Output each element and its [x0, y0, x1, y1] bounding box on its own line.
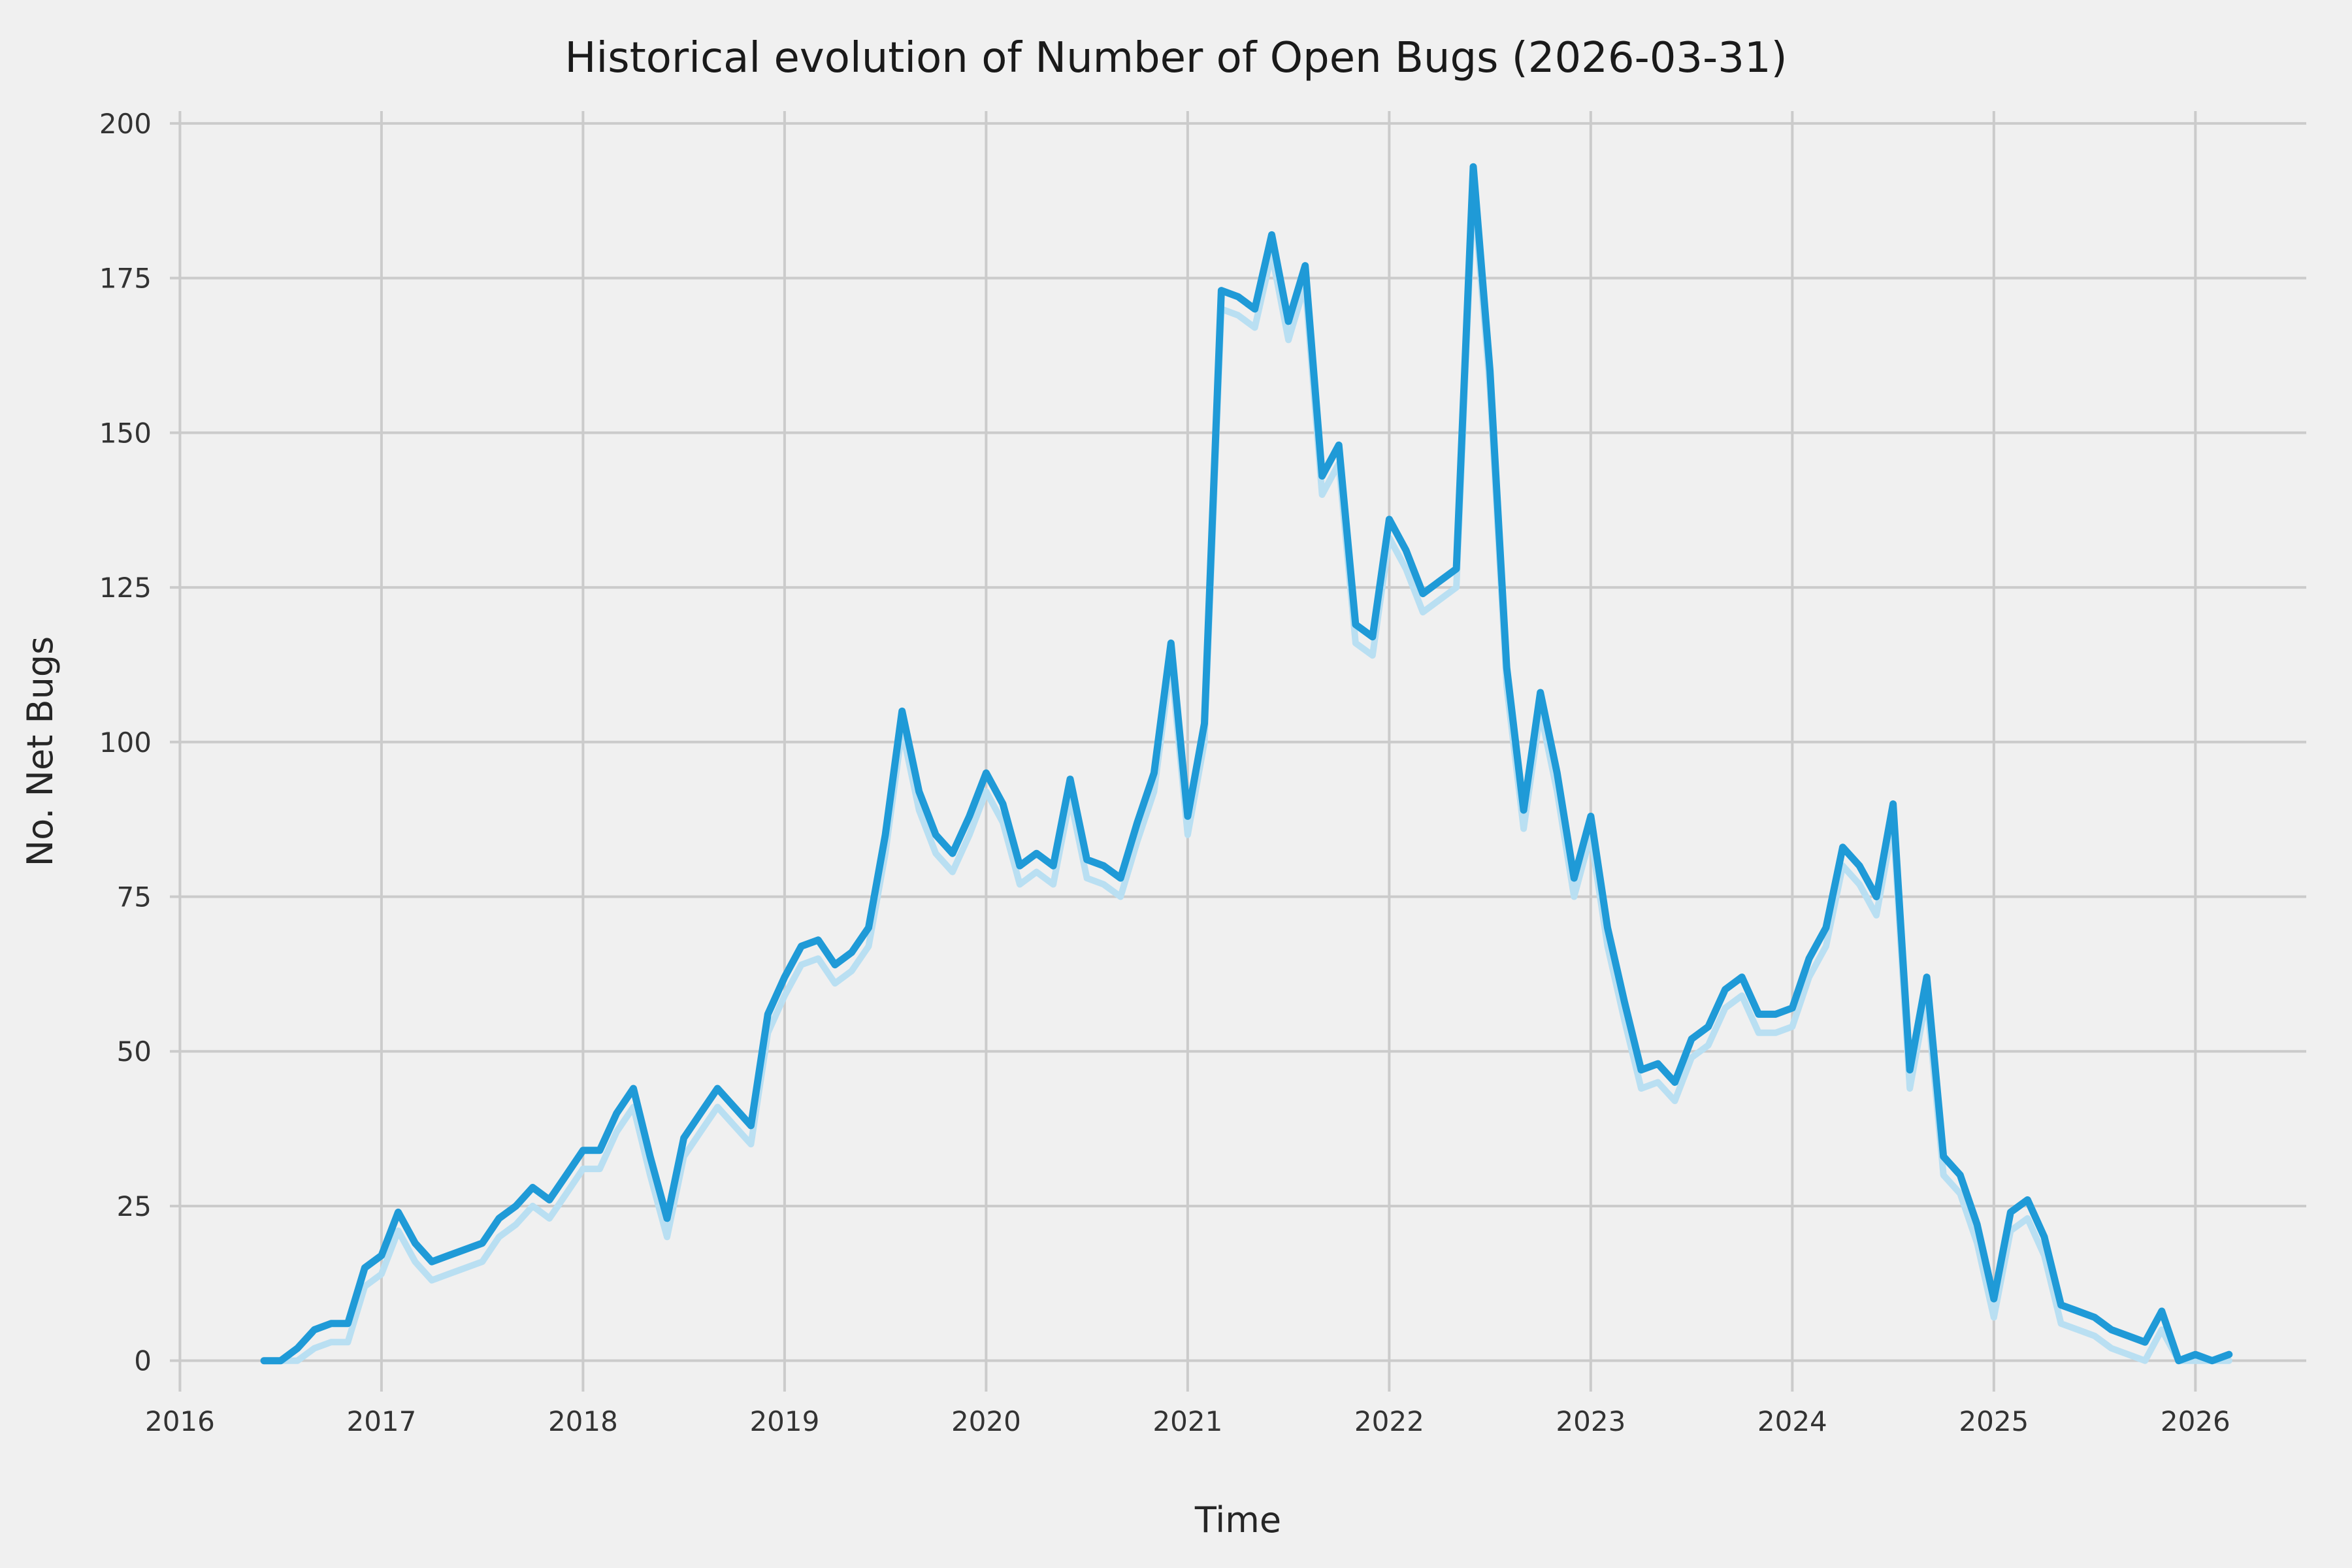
x-tick-label: 2024 [1757, 1405, 1827, 1437]
x-tick-label: 2026 [2161, 1405, 2230, 1437]
line-layer [260, 163, 2233, 1365]
x-tick-label: 2025 [1959, 1405, 2029, 1437]
y-tick-label: 125 [99, 572, 152, 604]
chart-title: Historical evolution of Number of Open B… [564, 34, 1787, 82]
x-tick-label: 2021 [1152, 1405, 1222, 1437]
y-axis-label: No. Net Bugs [20, 636, 61, 866]
y-tick-label: 100 [99, 727, 152, 759]
y-tick-label: 25 [117, 1190, 152, 1222]
x-tick-label: 2018 [548, 1405, 618, 1437]
y-tick-label: 50 [117, 1036, 152, 1068]
series-line-open_bugs [260, 163, 2233, 1365]
y-tick-label: 0 [134, 1345, 152, 1377]
x-tick-label: 2020 [951, 1405, 1021, 1437]
y-tick-label: 175 [99, 263, 152, 295]
x-tick-label: 2019 [749, 1405, 819, 1437]
x-tick-label: 2022 [1354, 1405, 1424, 1437]
tick-layer: 2016 2017 2018 2019 2020 2021 2022 2023 2024 2025… [99, 108, 2230, 1437]
x-tick-label: 2017 [346, 1405, 416, 1437]
x-tick-label: 2023 [1556, 1405, 1625, 1437]
y-tick-label: 150 [99, 417, 152, 449]
y-tick-label: 75 [117, 881, 152, 913]
x-tick-label: 2016 [145, 1405, 215, 1437]
x-axis-label: Time [1194, 1499, 1281, 1541]
y-tick-label: 200 [99, 108, 152, 140]
grid-layer [170, 111, 2306, 1392]
